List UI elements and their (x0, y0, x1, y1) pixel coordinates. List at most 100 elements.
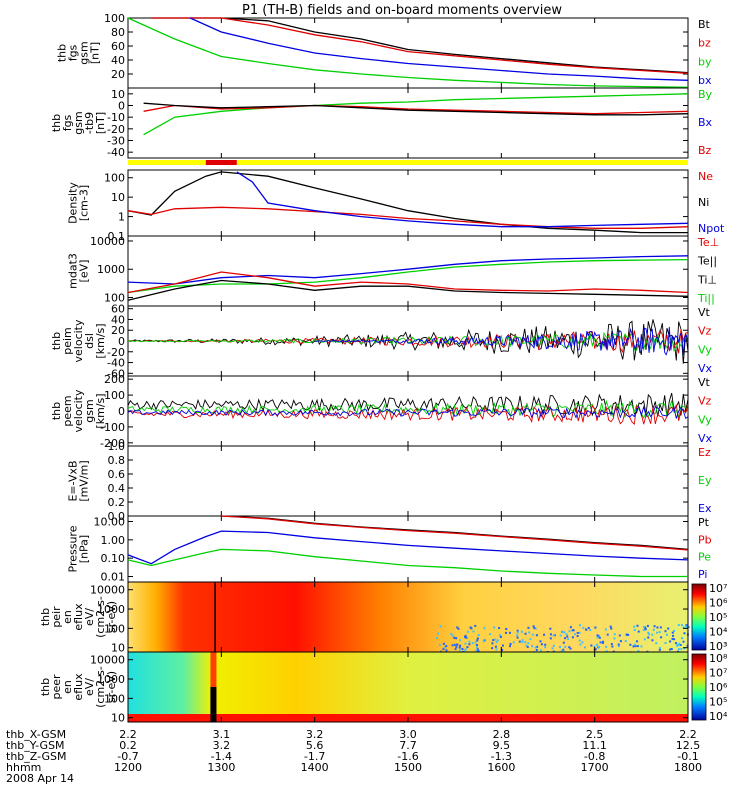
spectrogram-speckle (501, 649, 504, 652)
spectrogram-speckle (582, 626, 585, 629)
legend-Vt: Vt (698, 306, 711, 319)
spectrogram-speckle (509, 642, 512, 645)
spectrogram-speckle (451, 634, 454, 637)
series-Vx-trace (127, 405, 689, 420)
spectrogram-speckle (560, 649, 563, 652)
ephemeris-value: -0.8 (584, 750, 605, 763)
y-tick-label: -40 (107, 357, 125, 370)
series-by-line (127, 17, 689, 88)
y-axis-label: [cm-3] (78, 185, 91, 221)
spectrogram-speckle (677, 624, 680, 627)
spectrogram-speckle (590, 644, 593, 647)
spectrogram-speckle (476, 639, 479, 642)
series-Te-line (127, 271, 689, 294)
spectrogram-speckle (549, 633, 552, 636)
status-bar-segment-2 (236, 160, 688, 165)
y-axis-label: -tb9 (83, 112, 96, 134)
spectrogram-speckle (565, 633, 568, 636)
series-Vx-trace (314, 326, 689, 356)
spectrogram-speckle (520, 630, 523, 633)
legend-Npot: Npot (698, 222, 725, 235)
spectrogram-speckle (508, 631, 511, 634)
spectrogram-speckle (498, 627, 501, 630)
spectrogram-speckle (571, 629, 574, 632)
legend-bz: bz (698, 37, 711, 50)
ephemeris-row-label: hhmm (6, 761, 41, 774)
spectrogram-speckle (552, 634, 555, 637)
spectrogram-speckle (464, 634, 467, 637)
y-tick-label: 10 (111, 191, 125, 204)
spectrogram-speckle (474, 624, 477, 627)
y-axis-label: [eV] (78, 260, 91, 283)
y-tick-label: 10.00 (94, 516, 126, 529)
panel-frame-2 (127, 87, 689, 159)
spectrogram-speckle (642, 629, 645, 632)
spectrogram-speckle (581, 641, 584, 644)
spectrogram-speckle (564, 645, 567, 648)
y-axis-label: [nT] (89, 42, 102, 64)
spectrogram-speckle (551, 647, 554, 650)
y-axis-label: [km/s] (94, 393, 107, 428)
y-tick-label: 0.8 (108, 454, 126, 467)
spectrogram-speckle (529, 638, 532, 641)
spectrogram-speckle (680, 624, 683, 627)
spectrogram-speckle (438, 643, 441, 646)
spectrogram-speckle (483, 627, 486, 630)
spectrogram-speckle (531, 633, 534, 636)
y-tick-label: 60 (111, 303, 125, 316)
ephemeris-value: 3.2 (306, 728, 324, 741)
spectrogram-speckle (472, 630, 475, 633)
y-axis-label: peir (50, 606, 63, 628)
y-axis-label: gsm (78, 41, 91, 64)
spectrogram-speckle (455, 645, 458, 648)
spectrogram-speckle (544, 646, 547, 649)
spectrogram-speckle (445, 645, 448, 648)
y-axis-label: thb (39, 608, 52, 626)
legend-bx: bx (698, 74, 712, 87)
y-axis-label: fgs (67, 44, 80, 61)
legend-Vx: Vx (698, 432, 713, 445)
y-tick-label: 0 (118, 405, 125, 418)
spectrogram-speckle (558, 645, 561, 648)
legend-Bz: Bz (698, 144, 712, 157)
spectrogram-speckle (491, 642, 494, 645)
spectrogram-speckle (469, 626, 472, 629)
y-axis-label: gsm (72, 111, 85, 134)
spectrogram-speckle (640, 645, 643, 648)
spectrogram-speckle (508, 645, 511, 648)
spectrogram-speckle (685, 626, 688, 629)
panel-3: 100 10 1 0.1 Density[cm-3] Ne Ni Npot (67, 169, 725, 243)
y-tick-label: 0.1 (108, 230, 126, 243)
y-tick-label: 10 (111, 642, 125, 655)
y-axis-label: en (61, 610, 74, 624)
spectrogram-speckle (647, 631, 650, 634)
ephemeris-value: 3.2 (213, 739, 231, 752)
spectrogram-speckle (579, 624, 582, 627)
legend-Vy: Vy (698, 343, 712, 356)
ephemeris-value: 3.0 (399, 728, 417, 741)
y-tick-label: 1000 (97, 263, 125, 276)
y-axis-label: fgs (61, 114, 74, 131)
spectrogram-speckle (567, 637, 570, 640)
spectrogram-speckle (671, 631, 674, 634)
colorbar-tick-label: 10⁴ (709, 626, 728, 639)
y-axis-label: eflux (72, 603, 85, 631)
spectrogram-speckle (593, 648, 596, 651)
status-bar-segment-0 (128, 160, 206, 165)
ephemeris-value: 7.7 (399, 739, 417, 752)
spectrogram-speckle (571, 636, 574, 639)
spectrogram-speckle (683, 632, 686, 635)
spectrogram-speckle (655, 642, 658, 645)
y-tick-label: 100 (104, 622, 125, 635)
spectrogram-speckle (605, 650, 608, 653)
spectrogram-speckle (525, 644, 528, 647)
spectrogram-speckle (629, 643, 632, 646)
spectrogram-speckle (680, 648, 683, 651)
spectrogram-speckle (437, 632, 440, 635)
spectrogram-speckle (533, 627, 536, 630)
y-axis-label: [nT] (94, 112, 107, 134)
spectrogram-speckle (609, 625, 612, 628)
